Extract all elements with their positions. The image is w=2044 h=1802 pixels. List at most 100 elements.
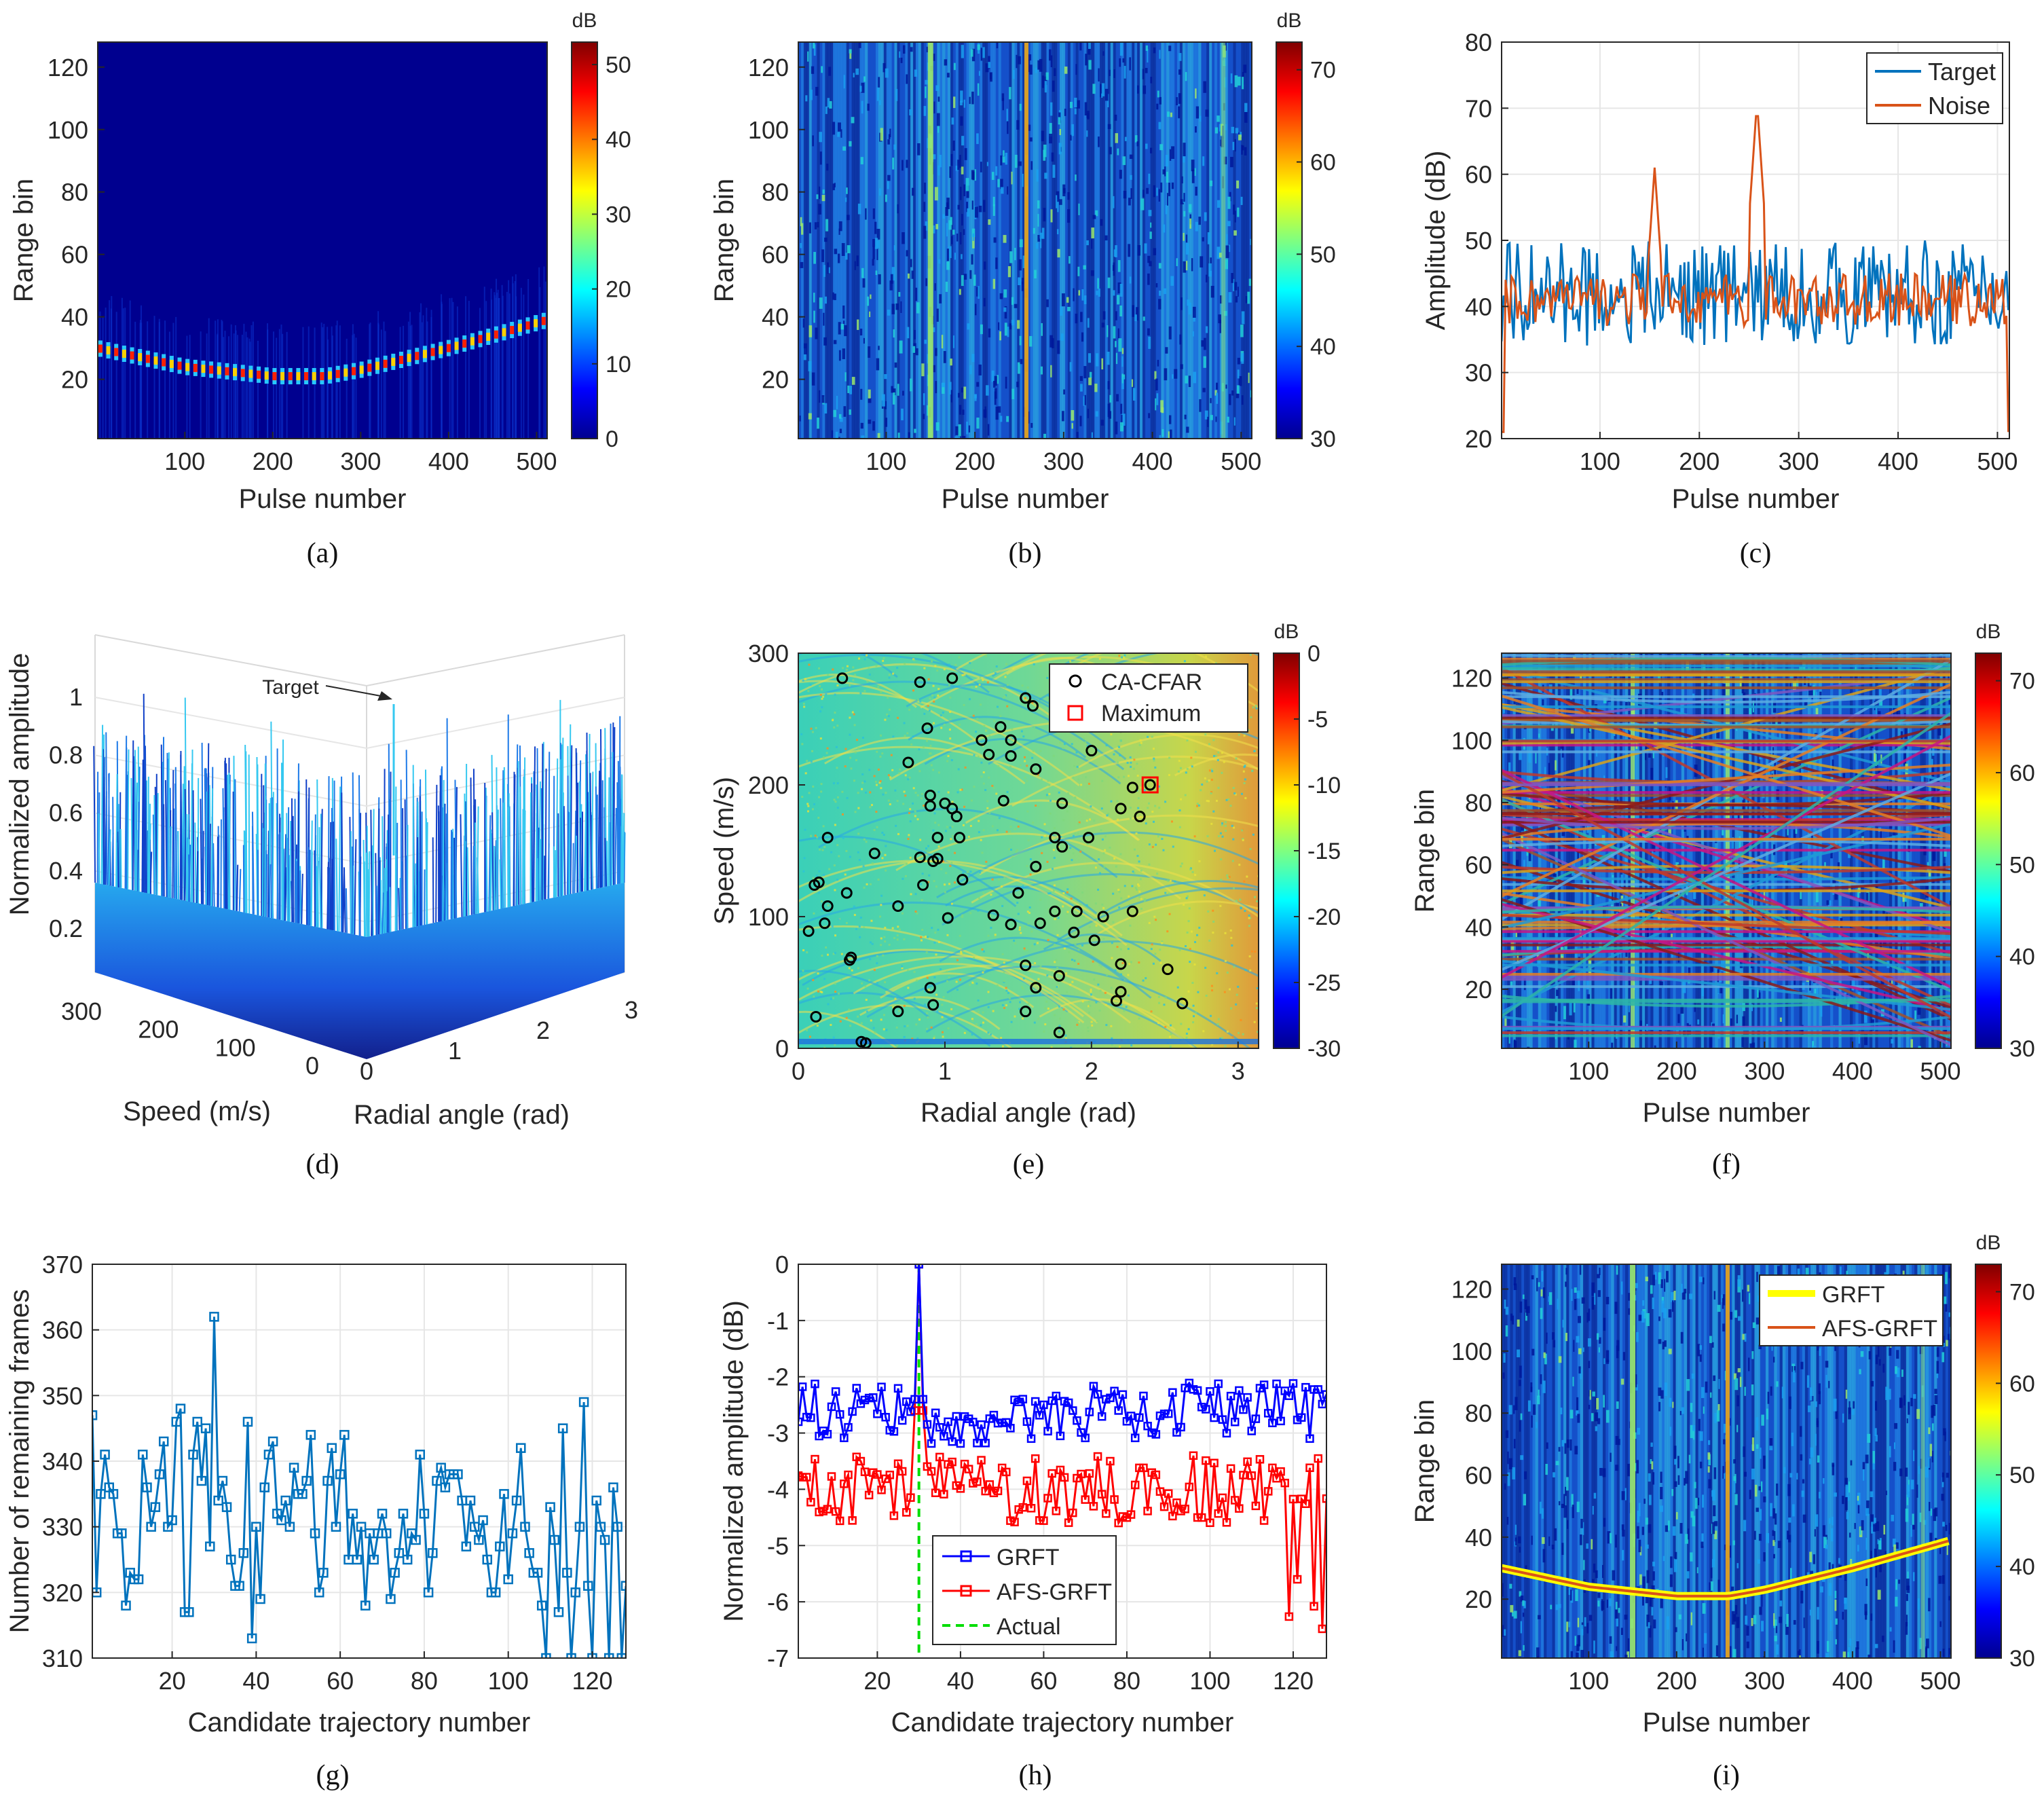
noise-speck [1722, 683, 1726, 697]
texture-speck [844, 765, 847, 768]
cfar-point [931, 853, 944, 865]
data-point [108, 1489, 119, 1499]
noise-speck [1056, 191, 1060, 202]
colorbar-tick-label: 10 [606, 352, 631, 378]
texture-speck [1032, 750, 1035, 753]
noise-speck [1058, 199, 1062, 205]
data-point [811, 1454, 819, 1464]
data-point [1039, 1400, 1048, 1410]
surface-spike [298, 870, 301, 924]
surface-spike [426, 818, 428, 925]
texture-speck [986, 800, 989, 803]
texture-speck [1183, 1000, 1185, 1003]
colorbar-a [571, 41, 598, 439]
noise-speck [1060, 333, 1064, 341]
noise-speck [1912, 783, 1915, 791]
noise-speck [1153, 47, 1156, 54]
trajectory-cell [114, 348, 119, 356]
trajectory-cell [510, 326, 515, 335]
noise-column [899, 42, 903, 439]
data-point [1073, 1416, 1081, 1425]
texture-speck [1075, 751, 1078, 754]
noise-speck [874, 238, 878, 249]
noise-speck [1022, 278, 1024, 284]
noise-speck [1756, 987, 1759, 998]
x-tick-label: 300 [340, 447, 381, 475]
texture-speck [1066, 913, 1069, 915]
texture-speck [1113, 753, 1115, 756]
noise-speck [1020, 358, 1023, 365]
data-point [956, 1439, 965, 1448]
texture-speck [1204, 777, 1206, 779]
noise-speck [978, 364, 982, 375]
texture-speck [978, 684, 981, 686]
data-point [885, 1471, 895, 1479]
noise-speck [1078, 290, 1081, 296]
texture-speck [1186, 767, 1189, 770]
texture-speck [1029, 665, 1032, 668]
data-point [348, 1509, 358, 1519]
noise-speck [1238, 134, 1242, 141]
surface-spike [144, 746, 147, 894]
texture-speck [954, 851, 956, 854]
texture-speck [903, 938, 906, 940]
noise-speck [1820, 1004, 1823, 1017]
texture-speck [933, 976, 936, 978]
noise-speck [1090, 270, 1094, 276]
legend-marker-afs [960, 1585, 972, 1597]
noise-speck [844, 325, 847, 337]
trajectory-cell [525, 321, 530, 330]
texture-speck [1049, 812, 1052, 815]
texture-speck [1133, 758, 1136, 761]
noise-speck [1929, 778, 1932, 784]
noise-speck [1058, 143, 1062, 155]
texture-speck [857, 792, 859, 794]
noise-speck [816, 194, 819, 200]
noise-speck [1165, 347, 1168, 354]
y-tick-label: 120 [48, 54, 88, 81]
texture-speck [878, 782, 881, 784]
noise-speck [1077, 100, 1080, 109]
noise-column [1006, 42, 1010, 439]
noise-speck [1195, 88, 1197, 99]
surface-spike [301, 873, 303, 924]
texture-speck [902, 877, 904, 880]
data-point [242, 1416, 253, 1427]
texture-speck [896, 934, 899, 937]
texture-speck [886, 713, 889, 716]
noise-speck [1119, 283, 1123, 297]
surface-spike [541, 743, 544, 900]
texture-speck [921, 872, 924, 875]
texture-speck [994, 934, 997, 936]
noise-speck [1136, 141, 1139, 147]
texture-speck [1211, 989, 1214, 992]
texture-speck [1073, 959, 1076, 962]
data-point [1301, 1382, 1310, 1392]
noise-speck [1022, 255, 1026, 268]
noise-speck [1084, 102, 1088, 116]
texture-speck [981, 851, 984, 854]
noise-column [1238, 42, 1242, 439]
noise-speck [1132, 388, 1136, 401]
cfar-point [1020, 692, 1032, 704]
texture-speck [1254, 951, 1257, 953]
texture-speck [1052, 868, 1054, 870]
noise-speck [902, 232, 905, 244]
texture-speck [1221, 824, 1223, 826]
data-point [536, 1600, 547, 1611]
noise-speck [1075, 174, 1077, 181]
data-point [1022, 1476, 1032, 1486]
noise-speck [1150, 77, 1153, 84]
noise-speck [1569, 803, 1572, 809]
texture-speck [937, 688, 940, 691]
noise-speck [1510, 941, 1515, 952]
surface-spike [136, 830, 138, 891]
noise-speck [1231, 126, 1235, 134]
noise-column [982, 42, 986, 439]
texture-speck [1168, 773, 1170, 776]
cfar-point [1005, 734, 1017, 746]
texture-speck [1022, 987, 1024, 990]
texture-speck [1111, 957, 1113, 959]
noise-speck [995, 257, 998, 270]
